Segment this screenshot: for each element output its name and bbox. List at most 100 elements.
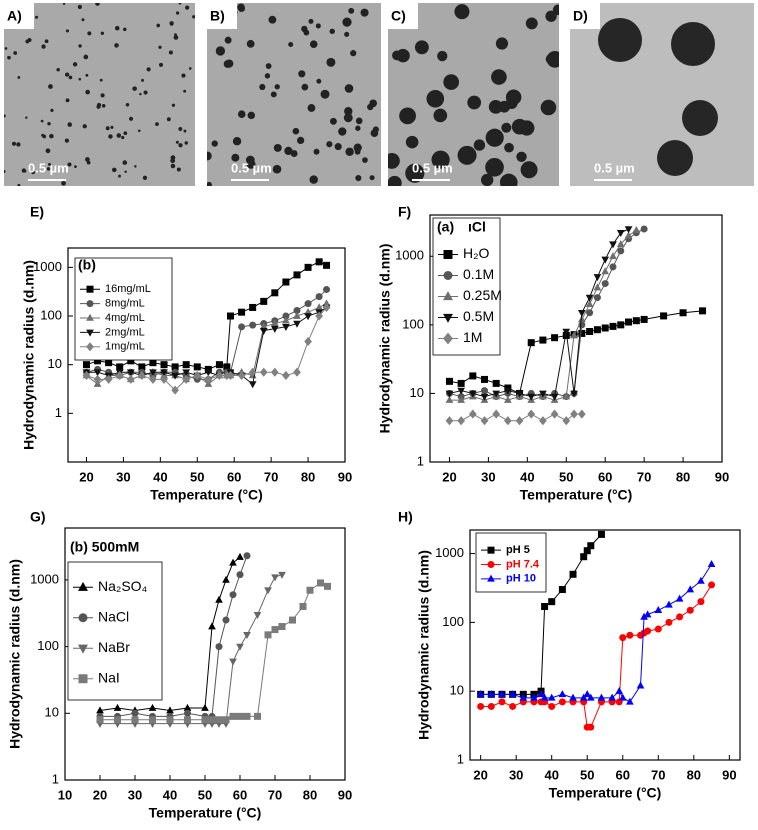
data-point (587, 542, 595, 550)
particle (143, 90, 148, 95)
data-point (184, 709, 191, 717)
label-bg (207, 3, 237, 29)
legend-marker (78, 581, 88, 591)
particle (35, 15, 39, 19)
particle (288, 41, 294, 48)
particle (67, 162, 72, 167)
particle (499, 173, 518, 186)
data-point (643, 610, 652, 618)
particle (141, 78, 144, 82)
particle (178, 127, 183, 131)
particle (87, 31, 92, 36)
x-tick-label: 20 (473, 767, 487, 782)
particle (360, 8, 369, 17)
particle (344, 31, 350, 37)
particle (396, 48, 410, 63)
particle (188, 67, 192, 70)
particle (86, 160, 91, 165)
y-tick-label: 1000 (395, 248, 424, 263)
x-tick-label: 60 (227, 469, 241, 484)
x-tick-label: 50 (580, 767, 594, 782)
data-point (223, 363, 231, 371)
label-bg (4, 3, 34, 29)
tem-image: D) 0.5 µm (570, 3, 754, 186)
particle (108, 134, 113, 139)
data-point (204, 369, 213, 377)
particle (7, 55, 11, 60)
tem-image: A) 0.5 µm (4, 3, 195, 186)
data-point (492, 379, 500, 387)
particle (124, 170, 127, 173)
particle (158, 45, 162, 49)
data-point (304, 263, 312, 271)
particle (264, 73, 271, 79)
data-point (222, 716, 230, 724)
particle (207, 151, 212, 161)
particle (158, 62, 164, 67)
particle (139, 92, 142, 96)
particle (41, 44, 46, 49)
data-point (270, 325, 279, 333)
legend-marker (443, 332, 453, 345)
particle (81, 18, 85, 22)
data-point (193, 363, 201, 371)
particle (25, 39, 30, 44)
data-point (82, 370, 91, 381)
data-point (182, 374, 191, 384)
particle (343, 113, 353, 123)
data-point (569, 570, 577, 578)
particle (232, 137, 242, 146)
data-point (270, 367, 279, 377)
particle (17, 183, 21, 186)
x-tick-label: 60 (598, 469, 612, 484)
scale-bar-label: 0.5 µm (412, 160, 453, 175)
legend-label: 8mg/mL (105, 298, 145, 310)
particle (516, 151, 527, 162)
data-point (558, 698, 566, 706)
data-point (468, 390, 477, 398)
particle (504, 142, 514, 153)
data-point (519, 693, 528, 701)
particle (313, 148, 320, 155)
particle (308, 18, 314, 24)
particle (329, 117, 337, 125)
series-line (99, 556, 241, 712)
data-point (127, 357, 135, 365)
particle (96, 104, 101, 109)
legend-box (432, 217, 501, 356)
data-point (248, 367, 257, 377)
particle (156, 23, 161, 28)
data-point (480, 416, 489, 426)
particle (4, 47, 8, 50)
inset-label: (b) 500mM (70, 539, 139, 555)
data-point (527, 339, 535, 347)
data-point (586, 693, 595, 701)
data-point (619, 634, 627, 642)
particle (72, 62, 78, 67)
x-axis-label: Temperature (°C) (549, 785, 662, 801)
data-point (94, 357, 102, 365)
data-point (226, 370, 235, 381)
data-point (616, 240, 625, 248)
data-point (577, 315, 586, 323)
y-tick-label: 1 (417, 453, 424, 468)
data-point (601, 267, 610, 275)
data-point (580, 553, 588, 561)
particle (348, 7, 355, 14)
data-point (293, 320, 301, 328)
y-tick-label: 100 (37, 638, 59, 653)
data-point (293, 306, 301, 314)
inset-label: (b) (78, 257, 96, 273)
particle (488, 99, 503, 114)
particle (178, 143, 183, 148)
particle (125, 102, 130, 107)
particle (298, 70, 306, 78)
particle (78, 77, 82, 81)
data-point (215, 361, 223, 369)
particle (315, 23, 321, 29)
data-point (126, 369, 135, 377)
data-point (259, 327, 268, 335)
particle (101, 103, 106, 108)
data-point (537, 690, 545, 698)
particle (67, 122, 73, 127)
